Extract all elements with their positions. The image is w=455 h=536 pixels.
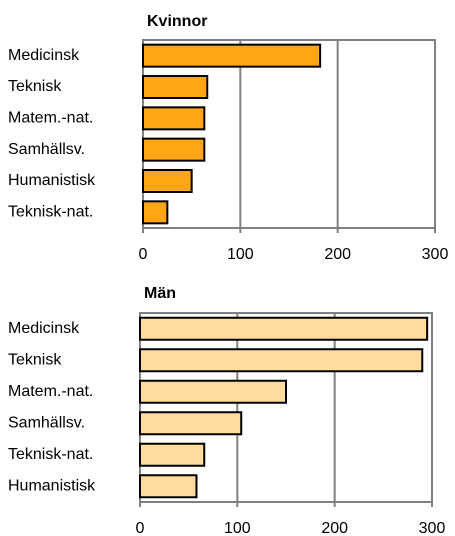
- bar: [142, 200, 169, 225]
- y-tick-label: Teknisk: [8, 351, 62, 368]
- y-tick-label: Humanistisk: [8, 477, 96, 494]
- bar: [139, 442, 206, 467]
- y-tick-label: Teknisk-nat.: [8, 446, 93, 463]
- bar: [142, 43, 322, 68]
- x-tick-label: 300: [419, 520, 446, 536]
- bar: [139, 474, 198, 499]
- y-tick-label: Medicinsk: [8, 47, 80, 64]
- bar: [139, 411, 243, 436]
- bar: [139, 348, 424, 373]
- x-tick-label: 100: [224, 520, 251, 536]
- x-tick-label: 200: [324, 246, 351, 263]
- y-tick-label: Teknisk-nat.: [8, 204, 93, 221]
- bar: [139, 316, 429, 341]
- bar: [142, 169, 193, 193]
- chart-title: Kvinnor: [147, 13, 207, 30]
- y-tick-label: Matem.-nat.: [8, 383, 93, 400]
- x-tick-label: 0: [136, 520, 145, 536]
- y-tick-label: Matem.-nat.: [8, 110, 93, 127]
- y-tick-label: Humanistisk: [8, 172, 96, 189]
- y-tick-label: Samhällsv.: [8, 141, 85, 158]
- x-tick-label: 0: [139, 246, 148, 263]
- bar: [139, 379, 287, 404]
- y-tick-label: Teknisk: [8, 78, 62, 95]
- x-tick-label: 100: [227, 246, 254, 263]
- bar: [142, 137, 206, 162]
- y-tick-label: Samhällsv.: [8, 414, 85, 431]
- plot-frame: [142, 39, 436, 229]
- x-tick-label: 200: [321, 520, 348, 536]
- y-tick-label: Medicinsk: [8, 320, 80, 337]
- bar: [142, 75, 209, 99]
- x-tick-label: 300: [422, 246, 449, 263]
- bar: [142, 106, 206, 131]
- plot-frame: [139, 312, 433, 503]
- chart-title: Män: [144, 285, 176, 302]
